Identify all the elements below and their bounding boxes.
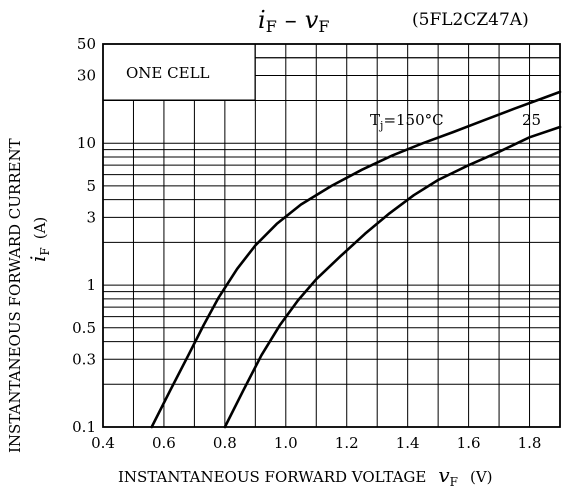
chart-title: iF – vF (258, 6, 329, 36)
y-axis-symbol: i (26, 256, 50, 262)
y-axis-unit: (A) (31, 217, 49, 240)
series-label-150-prefix: T (370, 111, 380, 129)
y-axis-symbol-line: iF (A) (26, 217, 52, 262)
series-label-150-suffix: =150°C (383, 111, 443, 129)
y-tick-labels: 0.1 0.3 0.5 1 3 5 10 30 50 (72, 35, 96, 436)
title-dash: – (285, 6, 297, 34)
title-i: i (258, 6, 266, 34)
y-tick-label: 0.5 (72, 319, 96, 337)
one-cell-box-frame (102, 43, 256, 101)
y-tick-label: 5 (86, 177, 96, 195)
title-v-sub: F (318, 17, 329, 36)
y-tick-label: 0.3 (72, 350, 96, 368)
plot-frame (102, 43, 561, 428)
grid-lines (103, 44, 560, 427)
y-tick-label: 30 (77, 66, 96, 84)
y-tick-label: 0.1 (72, 418, 96, 436)
x-tick-labels: 0.4 0.6 0.8 1.0 1.2 1.4 1.6 1.8 (91, 434, 541, 452)
x-tick-label: 0.4 (91, 434, 115, 452)
x-axis-unit: (V) (470, 468, 493, 486)
y-axis-symbol-sub: F (38, 247, 52, 255)
x-tick-label: 1.6 (457, 434, 481, 452)
y-tick-label: 3 (86, 208, 96, 226)
x-axis-label-text: INSTANTANEOUS FORWARD VOLTAGE (118, 468, 426, 486)
x-axis-label: INSTANTANEOUS FORWARD VOLTAGE vF (V) (118, 463, 493, 489)
series-line-150c (150, 90, 562, 429)
title-v: v (305, 6, 319, 34)
series-lines (150, 90, 562, 429)
y-axis-label: INSTANTANEOUS FORWARD CURRENT (6, 138, 24, 453)
part-number: (5FL2CZ47A) (412, 10, 529, 30)
x-axis-symbol-sub: F (450, 475, 458, 489)
series-label-25: 25 (522, 111, 541, 129)
x-axis-symbol: v (438, 463, 450, 487)
y-tick-label: 50 (77, 35, 96, 53)
x-tick-label: 0.6 (152, 434, 176, 452)
x-tick-label: 1.4 (396, 434, 420, 452)
x-tick-label: 1.8 (518, 434, 542, 452)
title-i-sub: F (266, 17, 277, 36)
series-label-150-sub: j (378, 119, 383, 132)
one-cell-box: ONE CELL (102, 43, 256, 101)
x-tick-label: 1.0 (274, 434, 298, 452)
series-label-150: Tj=150°C (370, 111, 444, 132)
one-cell-label: ONE CELL (126, 64, 210, 82)
x-tick-label: 0.8 (213, 434, 237, 452)
x-tick-label: 1.2 (335, 434, 359, 452)
series-line-25c (223, 125, 562, 429)
y-tick-label: 10 (77, 134, 96, 152)
y-tick-label: 1 (86, 276, 96, 294)
